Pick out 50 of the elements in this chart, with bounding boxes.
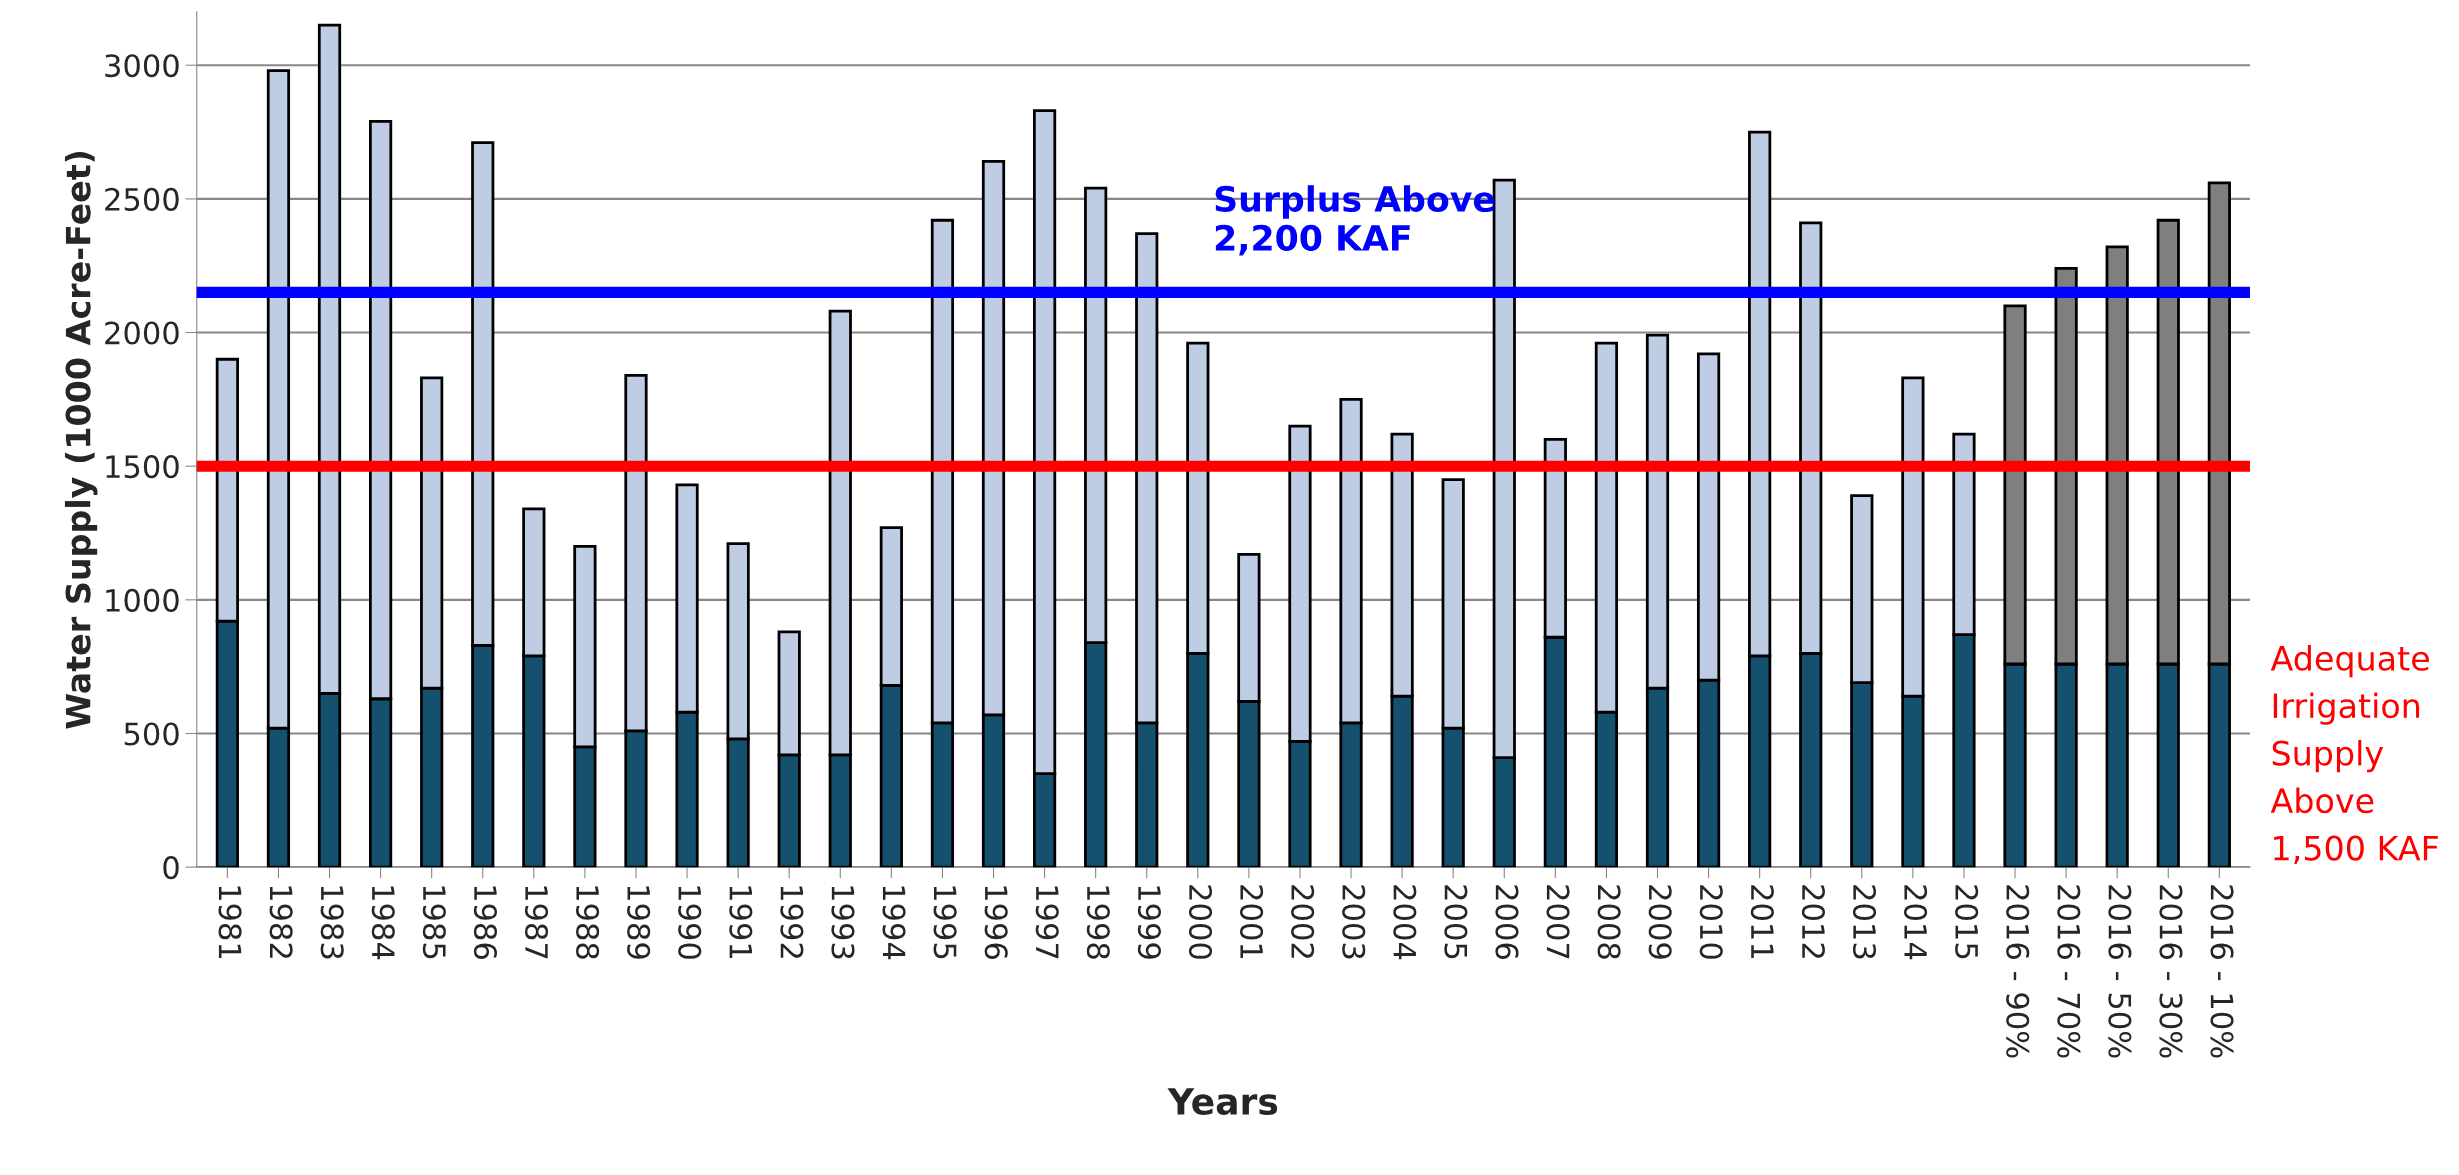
ref-line-label: Adequate Irrigation Supply Above 1,500 KAF <box>2270 645 2438 865</box>
x-tick-label: 2016 - 50% <box>2108 885 2132 1058</box>
x-tick-label: 1998 <box>1086 886 1110 959</box>
y-tick-label: 1000 <box>106 588 179 612</box>
x-tick-label: 1991 <box>729 886 753 959</box>
x-tick-label: 2001 <box>1240 885 1264 959</box>
x-tick-label: 2014 <box>1904 885 1928 960</box>
x-tick-label: 1988 <box>576 886 600 959</box>
x-tick-label: 2003 <box>1342 885 1366 959</box>
x-tick-label: 2015 <box>1955 885 1979 959</box>
x-axis-title: Years <box>1167 1088 1278 1115</box>
x-tick-label: 1990 <box>678 886 702 959</box>
x-tick-label: 2009 <box>1648 885 1672 959</box>
x-tick-label: 1993 <box>831 886 855 959</box>
x-tick-label: 2013 <box>1852 885 1877 959</box>
y-tick-label: 1500 <box>106 455 179 479</box>
x-tick-label: 2016 - 30% <box>2159 885 2183 1058</box>
x-tick-label: 2016 - 70% <box>2057 885 2081 1058</box>
x-tick-label: 1997 <box>1035 886 1059 959</box>
x-tick-label: 2008 <box>1597 885 1621 959</box>
y-tick-label: 0 <box>163 856 179 880</box>
x-tick-label: 1982 <box>269 886 293 958</box>
y-tick-label: 2500 <box>105 187 179 211</box>
x-tick-label: 2007 <box>1546 885 1570 959</box>
y-tick-label: 2000 <box>105 321 179 345</box>
x-tick-label: 2016 - 10% <box>2210 885 2234 1058</box>
x-tick-label: 2016 - 90% <box>2006 885 2030 1058</box>
x-tick-label: 1981 <box>218 886 242 959</box>
x-tick-label: 1999 <box>1137 886 1161 959</box>
x-tick-label: 1984 <box>371 886 395 960</box>
x-tick-label: 1995 <box>933 886 957 959</box>
y-axis-title: Water Supply (1000 Acre-Feet) <box>64 151 98 729</box>
x-tick-label: 1996 <box>984 886 1008 959</box>
y-tick-label: 500 <box>124 722 179 746</box>
x-tick-label: 2010 <box>1699 885 1723 959</box>
x-tick-label: 1989 <box>627 886 651 959</box>
x-tick-label: 2012 <box>1801 885 1825 958</box>
x-tick-label: 2002 <box>1291 885 1315 958</box>
x-tick-label: 2005 <box>1444 885 1468 959</box>
x-tick-label: 1983 <box>320 886 344 959</box>
x-tick-label: 1987 <box>524 886 549 959</box>
x-tick-label: 1985 <box>422 886 446 959</box>
x-tick-label: 1992 <box>780 886 804 958</box>
x-tick-label: 2011 <box>1750 885 1774 959</box>
x-tick-label: 2004 <box>1393 885 1417 960</box>
x-tick-label: 2006 <box>1495 885 1519 959</box>
x-tick-label: 1986 <box>473 886 497 959</box>
x-tick-label: 1994 <box>882 886 906 960</box>
y-tick-label: 3000 <box>105 54 179 78</box>
x-tick-label: 2000 <box>1188 885 1213 959</box>
